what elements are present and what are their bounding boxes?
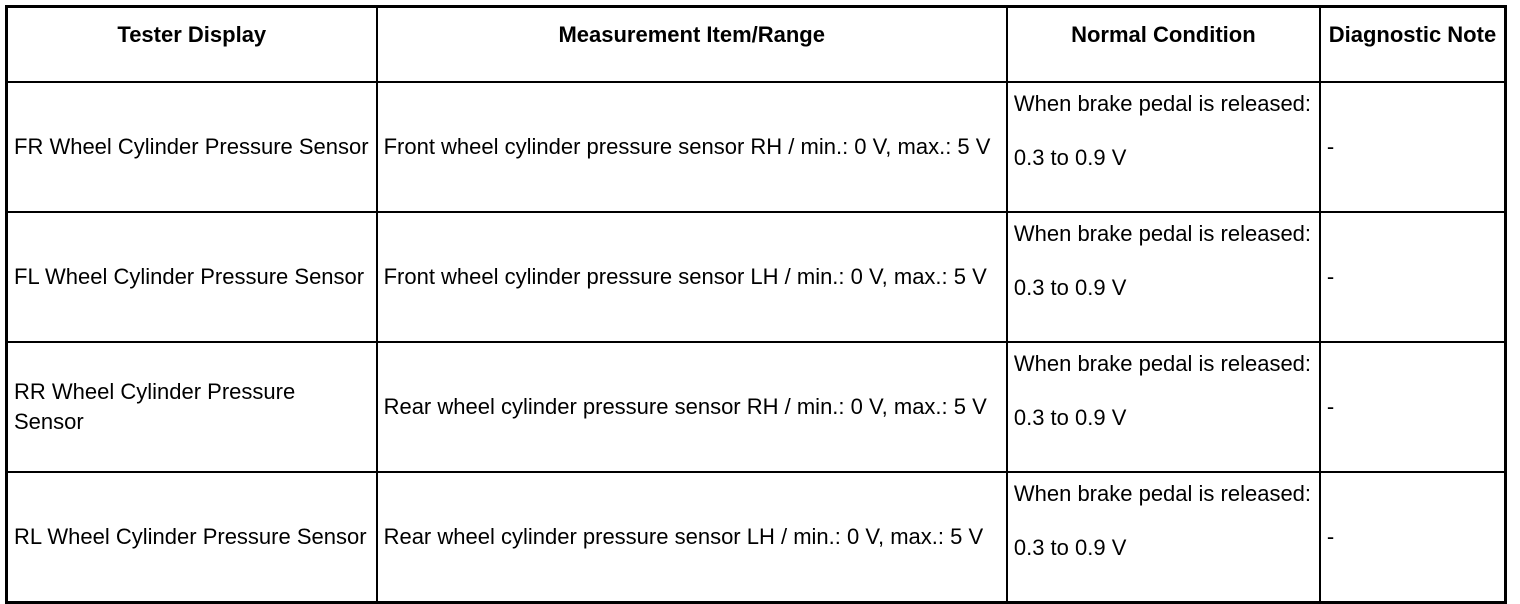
header-tester-display: Tester Display: [5, 5, 378, 83]
header-diagnostic-note: Diagnostic Note: [1318, 5, 1507, 83]
cell-tester-display: FL Wheel Cylinder Pressure Sensor: [5, 211, 378, 343]
condition-state-text: When brake pedal is released:: [1013, 481, 1312, 506]
condition-state-text: When brake pedal is released:: [1013, 221, 1312, 246]
table-row: RR Wheel Cylinder Pressure Sensor Rear w…: [5, 341, 1507, 473]
cell-normal-condition: When brake pedal is released: 0.3 to 0.9…: [1005, 81, 1321, 213]
header-normal-condition: Normal Condition: [1005, 5, 1321, 83]
cell-tester-display: RR Wheel Cylinder Pressure Sensor: [5, 341, 378, 473]
cell-tester-display: FR Wheel Cylinder Pressure Sensor: [5, 81, 378, 213]
cell-normal-condition: When brake pedal is released: 0.3 to 0.9…: [1005, 471, 1321, 604]
condition-voltage-text: 0.3 to 0.9 V: [1013, 145, 1127, 170]
condition-spacer: [1014, 249, 1313, 273]
table-row: FR Wheel Cylinder Pressure Sensor Front …: [5, 81, 1507, 213]
condition-voltage-text: 0.3 to 0.9 V: [1013, 535, 1127, 560]
condition-state-text: When brake pedal is released:: [1013, 91, 1312, 116]
cell-normal-condition: When brake pedal is released: 0.3 to 0.9…: [1005, 341, 1321, 473]
cell-measurement: Front wheel cylinder pressure sensor RH …: [375, 81, 1008, 213]
condition-voltage-text: 0.3 to 0.9 V: [1013, 275, 1127, 300]
cell-tester-display: RL Wheel Cylinder Pressure Sensor: [5, 471, 378, 604]
cell-normal-condition: When brake pedal is released: 0.3 to 0.9…: [1005, 211, 1321, 343]
cell-measurement: Rear wheel cylinder pressure sensor LH /…: [375, 471, 1008, 604]
data-list-table: Tester Display Measurement Item/Range No…: [5, 5, 1507, 604]
condition-spacer: [1014, 379, 1313, 403]
table-header-row: Tester Display Measurement Item/Range No…: [5, 5, 1507, 83]
condition-spacer: [1014, 119, 1313, 143]
data-list-table-container: Tester Display Measurement Item/Range No…: [5, 5, 1507, 604]
condition-state-text: When brake pedal is released:: [1013, 351, 1312, 376]
table-row: RL Wheel Cylinder Pressure Sensor Rear w…: [5, 471, 1507, 604]
cell-diagnostic-note: -: [1318, 341, 1507, 473]
cell-diagnostic-note: -: [1318, 211, 1507, 343]
cell-measurement: Rear wheel cylinder pressure sensor RH /…: [375, 341, 1008, 473]
cell-measurement: Front wheel cylinder pressure sensor LH …: [375, 211, 1008, 343]
condition-voltage-text: 0.3 to 0.9 V: [1013, 405, 1127, 430]
cell-diagnostic-note: -: [1318, 81, 1507, 213]
cell-diagnostic-note: -: [1318, 471, 1507, 604]
condition-spacer: [1014, 509, 1313, 533]
header-measurement-item-range: Measurement Item/Range: [375, 5, 1008, 83]
table-row: FL Wheel Cylinder Pressure Sensor Front …: [5, 211, 1507, 343]
